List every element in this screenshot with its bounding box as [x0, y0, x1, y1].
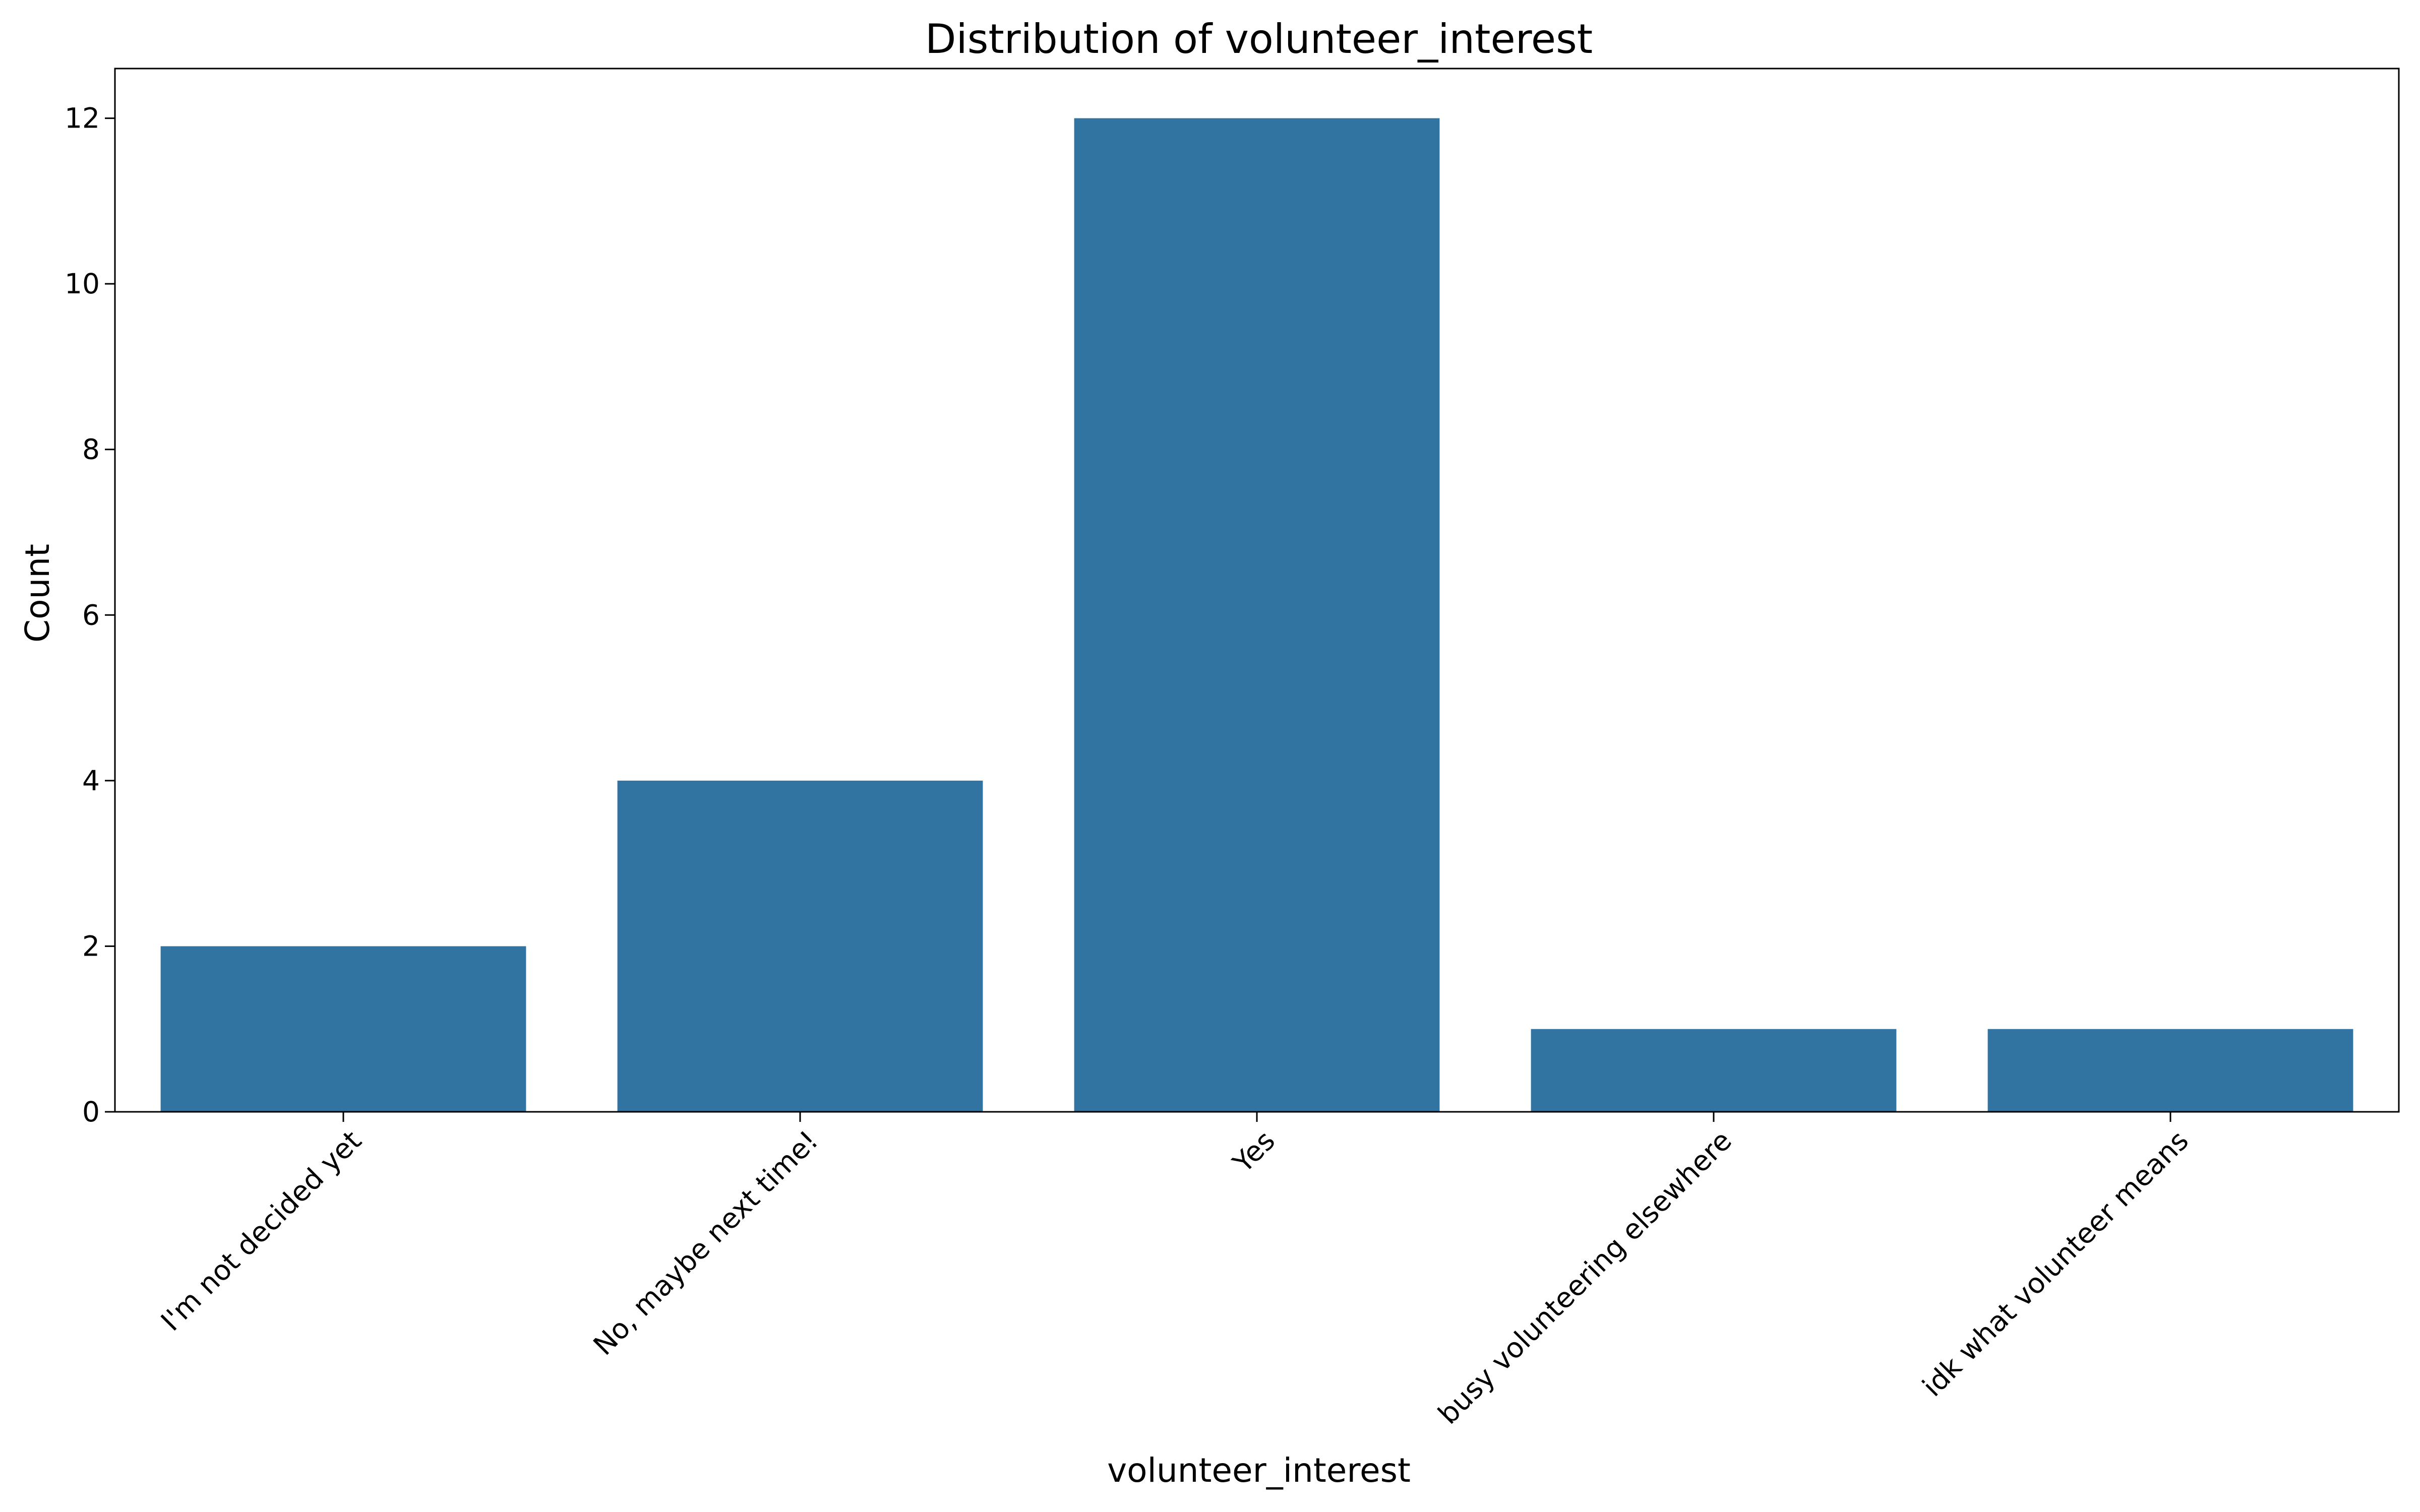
bar — [617, 780, 983, 1112]
y-tick-label: 4 — [82, 765, 100, 797]
y-tick-label: 10 — [65, 268, 100, 300]
y-tick-label: 0 — [82, 1096, 100, 1128]
y-tick-label: 8 — [82, 433, 100, 466]
y-tick-label: 6 — [82, 599, 100, 631]
y-tick-label: 12 — [65, 102, 100, 135]
y-axis-label: Count — [18, 544, 57, 643]
bar — [1074, 118, 1440, 1112]
chart-title: Distribution of volunteer_interest — [925, 16, 1593, 62]
x-axis-label: volunteer_interest — [1107, 1451, 1411, 1490]
bars-layer — [160, 118, 2353, 1112]
bar — [1987, 1029, 2353, 1112]
y-tick-label: 2 — [82, 930, 100, 962]
bar — [160, 946, 526, 1112]
bar — [1531, 1029, 1897, 1112]
y-axis: 0 2 4 6 8 10 12 — [65, 102, 115, 1128]
